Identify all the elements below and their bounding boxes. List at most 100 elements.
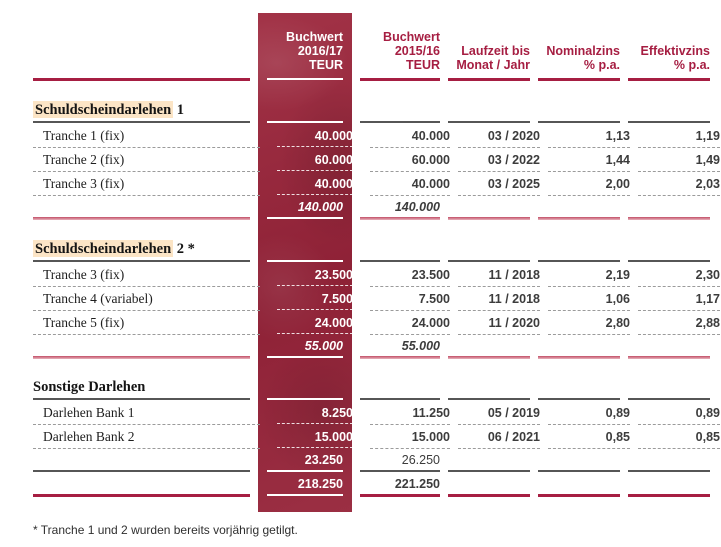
- header-nominalzins: Nominalzins % p.a.: [538, 44, 620, 72]
- section-title-rest: 2 *: [173, 241, 195, 257]
- table-header: Buchwert 2016/17 TEUR Buchwert 2015/16 T…: [0, 30, 721, 72]
- value-nominalzins: 2,00: [605, 177, 630, 191]
- table-row: Darlehen Bank 2 15.000 15.000 06 / 2021 …: [0, 425, 721, 449]
- header-line: 2016/17: [297, 44, 343, 58]
- table-row: Tranche 5 (fix) 24.000 24.000 11 / 2020 …: [0, 311, 721, 335]
- row-label: Tranche 1 (fix): [33, 124, 260, 148]
- section-title-rest: Sonstige Darlehen: [33, 379, 146, 395]
- table-row: Tranche 1 (fix) 40.000 40.000 03 / 2020 …: [0, 124, 721, 148]
- value-nominalzins: 0,85: [605, 430, 630, 444]
- pre-total-rule: [0, 470, 721, 473]
- header-buchwert-2015-16: Buchwert 2015/16 TEUR: [360, 30, 440, 72]
- table-row: Tranche 3 (fix) 40.000 40.000 03 / 2025 …: [0, 172, 721, 196]
- value-buchwert-2016-17: 40.000: [314, 177, 353, 191]
- subtotal-rule: [0, 356, 721, 359]
- value-effektivzins: 2,88: [695, 316, 720, 330]
- grand-total-row: 218.250 221.250: [0, 473, 721, 494]
- row-label: Tranche 4 (variabel): [33, 287, 260, 311]
- loans-table: Buchwert 2016/17 TEUR Buchwert 2015/16 T…: [0, 30, 721, 497]
- value-nominalzins: 1,06: [605, 292, 630, 306]
- row-label: Tranche 2 (fix): [33, 148, 260, 172]
- value-buchwert-2015-16: 11.250: [412, 406, 450, 420]
- value-laufzeit: 03 / 2020: [487, 129, 540, 143]
- value-buchwert-2015-16: 40.000: [411, 129, 450, 143]
- value-effektivzins: 0,89: [695, 406, 720, 420]
- value-buchwert-2016-17: 15.000: [314, 430, 353, 444]
- row-label: Darlehen Bank 2: [33, 425, 260, 449]
- value-buchwert-2016-17: 8.250: [321, 406, 353, 420]
- value-laufzeit: 11 / 2020: [488, 316, 540, 330]
- row-label: Tranche 3 (fix): [33, 263, 260, 287]
- table-row: Darlehen Bank 1 8.250 11.250 05 / 2019 0…: [0, 401, 721, 425]
- value-buchwert-2015-16: 15.000: [411, 430, 450, 444]
- value-effektivzins: 2,30: [695, 268, 720, 282]
- section-title-highlighted: Schuldscheindarlehen: [33, 101, 174, 118]
- section-title-schuldscheindarlehen-1: Schuldscheindarlehen 1: [0, 99, 721, 121]
- section-subtotal-row: 55.000 55.000: [0, 335, 721, 356]
- value-laufzeit: 05 / 2019: [487, 406, 540, 420]
- header-line: Laufzeit bis: [461, 44, 530, 58]
- header-line: Effektivzins: [640, 44, 710, 58]
- subtotal-buchwert-2015-16: 26.250: [401, 453, 440, 467]
- section-subtotal-row: 140.000 140.000: [0, 196, 721, 217]
- subtotal-buchwert-2016-17: 140.000: [297, 200, 343, 214]
- value-buchwert-2016-17: 40.000: [314, 129, 353, 143]
- value-buchwert-2016-17: 24.000: [314, 316, 353, 330]
- value-laufzeit: 06 / 2021: [487, 430, 540, 444]
- value-buchwert-2015-16: 7.500: [418, 292, 450, 306]
- value-effektivzins: 0,85: [695, 430, 720, 444]
- table-row: Tranche 3 (fix) 23.500 23.500 11 / 2018 …: [0, 263, 721, 287]
- subtotal-rule: [0, 217, 721, 220]
- header-line: % p.a.: [673, 58, 710, 72]
- row-label: Darlehen Bank 1: [33, 401, 260, 425]
- section-title-highlighted: Schuldscheindarlehen: [33, 240, 174, 257]
- subtotal-buchwert-2016-17: 55.000: [304, 339, 343, 353]
- subtotal-buchwert-2016-17: 23.250: [304, 453, 343, 467]
- value-buchwert-2016-17: 60.000: [314, 153, 353, 167]
- section-rule: [0, 260, 721, 263]
- section-subtotal-row: 23.250 26.250: [0, 449, 721, 470]
- header-effektivzins: Effektivzins % p.a.: [628, 44, 710, 72]
- value-buchwert-2016-17: 7.500: [321, 292, 353, 306]
- value-buchwert-2015-16: 40.000: [411, 177, 450, 191]
- section-title-schuldscheindarlehen-2: Schuldscheindarlehen 2 *: [0, 238, 721, 260]
- value-laufzeit: 03 / 2025: [487, 177, 540, 191]
- header-laufzeit: Laufzeit bis Monat / Jahr: [448, 44, 530, 72]
- value-buchwert-2015-16: 23.500: [411, 268, 450, 282]
- value-effektivzins: 1,49: [695, 153, 720, 167]
- header-line: Buchwert: [286, 30, 343, 44]
- value-effektivzins: 1,17: [695, 292, 720, 306]
- header-line: Monat / Jahr: [456, 58, 530, 72]
- value-effektivzins: 2,03: [695, 177, 720, 191]
- header-buchwert-2016-17: Buchwert 2016/17 TEUR: [258, 30, 352, 72]
- value-nominalzins: 2,19: [605, 268, 630, 282]
- header-line: Buchwert: [383, 30, 440, 44]
- header-line: TEUR: [308, 58, 343, 72]
- value-laufzeit: 11 / 2018: [488, 268, 540, 282]
- value-effektivzins: 1,19: [695, 129, 720, 143]
- value-buchwert-2015-16: 24.000: [411, 316, 450, 330]
- value-nominalzins: 0,89: [605, 406, 630, 420]
- section-rule: [0, 121, 721, 124]
- table-row: Tranche 2 (fix) 60.000 60.000 03 / 2022 …: [0, 148, 721, 172]
- section-title-sonstige-darlehen: Sonstige Darlehen: [0, 376, 721, 398]
- header-line: % p.a.: [583, 58, 620, 72]
- value-buchwert-2016-17: 23.500: [314, 268, 353, 282]
- total-buchwert-2016-17: 218.250: [297, 477, 343, 491]
- header-line: TEUR: [405, 58, 440, 72]
- header-line: Nominalzins: [546, 44, 620, 58]
- grand-total-rule: [0, 494, 721, 497]
- header-rule: [0, 78, 721, 81]
- value-nominalzins: 1,44: [605, 153, 630, 167]
- value-laufzeit: 03 / 2022: [487, 153, 540, 167]
- value-nominalzins: 1,13: [605, 129, 630, 143]
- header-line: 2015/16: [394, 44, 440, 58]
- total-buchwert-2015-16: 221.250: [394, 477, 440, 491]
- value-nominalzins: 2,80: [605, 316, 630, 330]
- section-title-rest: 1: [173, 102, 185, 118]
- row-label: Tranche 5 (fix): [33, 311, 260, 335]
- section-rule: [0, 398, 721, 401]
- subtotal-buchwert-2015-16: 140.000: [394, 200, 440, 214]
- table-row: Tranche 4 (variabel) 7.500 7.500 11 / 20…: [0, 287, 721, 311]
